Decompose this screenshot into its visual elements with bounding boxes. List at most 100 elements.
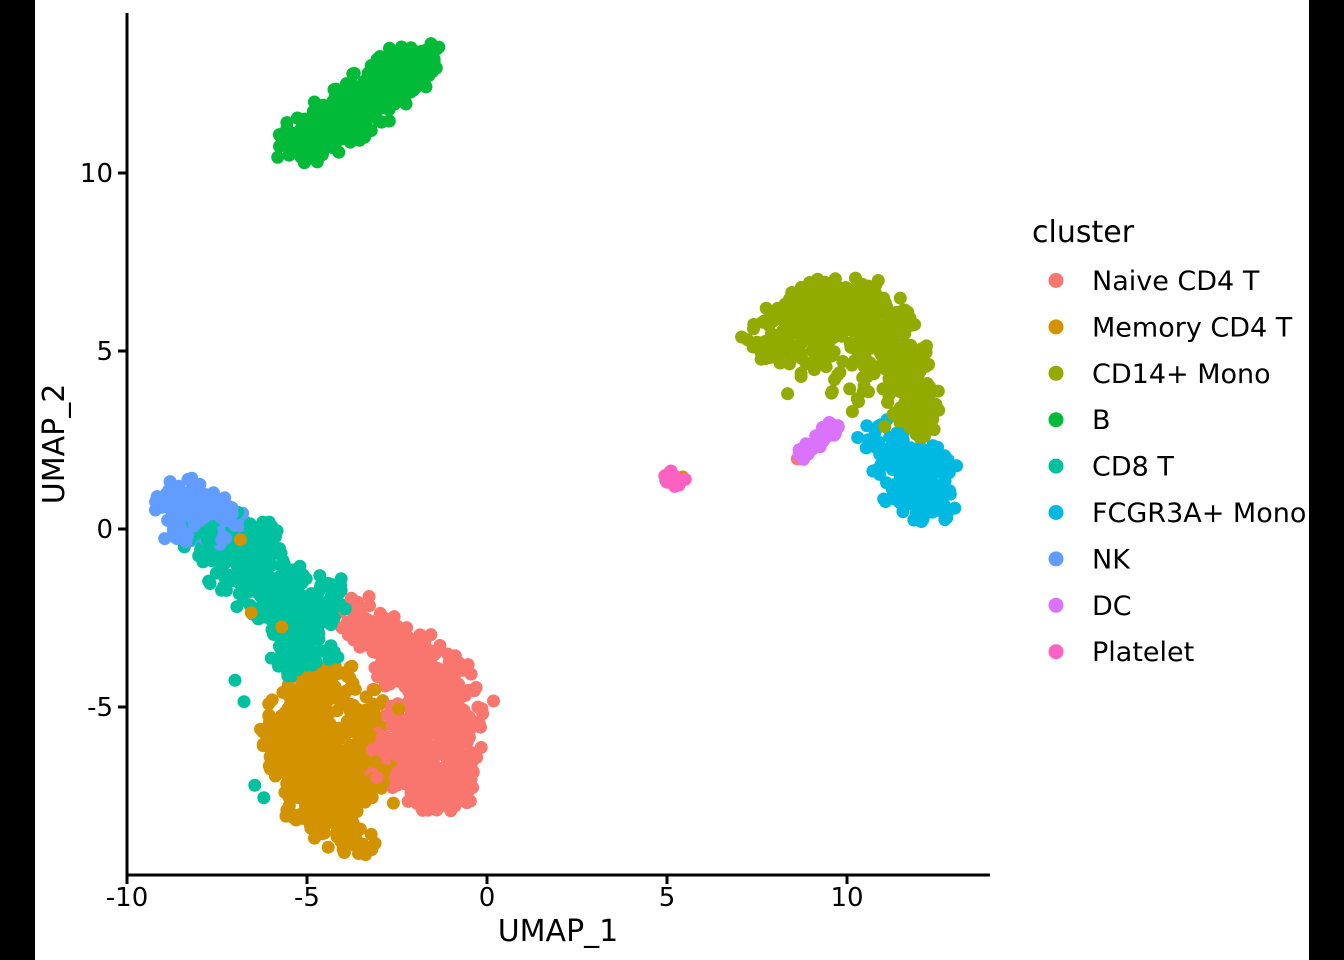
data-point bbox=[770, 350, 784, 364]
data-point bbox=[901, 492, 915, 506]
data-point bbox=[860, 419, 874, 433]
data-point bbox=[898, 457, 912, 471]
data-point bbox=[396, 714, 410, 728]
data-point bbox=[299, 114, 313, 128]
data-point bbox=[865, 316, 879, 330]
data-point bbox=[296, 139, 310, 153]
data-point bbox=[418, 53, 432, 67]
data-point bbox=[257, 791, 271, 805]
x-tick-label: -10 bbox=[106, 883, 148, 913]
scatter-points bbox=[149, 37, 964, 862]
data-point bbox=[398, 777, 412, 791]
data-point bbox=[335, 698, 349, 712]
y-tick-label: -5 bbox=[87, 693, 113, 723]
data-point bbox=[215, 553, 228, 567]
data-point bbox=[321, 840, 335, 854]
data-point bbox=[191, 484, 204, 498]
data-point bbox=[811, 428, 825, 442]
x-axis-title: UMAP_1 bbox=[498, 914, 619, 949]
data-point bbox=[893, 291, 907, 305]
data-point bbox=[223, 573, 237, 587]
data-point bbox=[828, 272, 842, 286]
data-point bbox=[868, 440, 882, 454]
data-point bbox=[862, 291, 876, 305]
data-point bbox=[322, 593, 336, 607]
data-point bbox=[334, 572, 348, 586]
data-point bbox=[192, 549, 206, 563]
legend-item-label: CD8 T bbox=[1092, 452, 1174, 483]
data-point bbox=[253, 550, 267, 564]
data-point bbox=[421, 797, 435, 811]
data-point bbox=[330, 824, 344, 838]
data-point bbox=[304, 644, 317, 658]
data-point bbox=[943, 487, 957, 501]
data-point bbox=[249, 565, 263, 579]
data-point bbox=[365, 843, 379, 857]
data-point bbox=[898, 327, 912, 341]
data-point bbox=[826, 307, 840, 321]
data-point bbox=[895, 473, 909, 487]
data-point bbox=[350, 738, 364, 752]
data-point bbox=[172, 513, 186, 526]
data-point bbox=[228, 518, 242, 532]
data-point bbox=[892, 384, 906, 398]
data-point bbox=[843, 382, 857, 396]
legend-item-label: Naive CD4 T bbox=[1092, 266, 1260, 297]
data-point bbox=[313, 149, 327, 163]
legend-item-nk: NK bbox=[1048, 544, 1131, 575]
data-point bbox=[926, 439, 940, 453]
data-point bbox=[383, 85, 397, 99]
data-point bbox=[203, 552, 217, 566]
data-point bbox=[398, 761, 412, 775]
data-point bbox=[395, 732, 409, 746]
data-point bbox=[244, 606, 258, 620]
data-point bbox=[455, 683, 469, 697]
data-point bbox=[407, 44, 420, 58]
y-axis-ticks: -5 0 5 10 bbox=[80, 159, 126, 723]
legend-key-icon bbox=[1048, 319, 1064, 335]
data-point bbox=[257, 724, 271, 738]
data-point bbox=[457, 703, 471, 717]
data-point bbox=[268, 746, 282, 760]
data-point bbox=[853, 291, 867, 305]
data-point bbox=[311, 633, 325, 647]
legend-items: Naive CD4 T Memory CD4 T CD14+ Mono B CD8 T F… bbox=[1048, 266, 1306, 668]
data-point bbox=[280, 777, 294, 791]
data-point bbox=[810, 289, 824, 303]
data-point bbox=[878, 420, 892, 433]
data-point bbox=[219, 531, 233, 545]
data-point bbox=[279, 127, 293, 141]
data-point bbox=[337, 130, 350, 143]
data-point bbox=[385, 72, 398, 86]
data-point bbox=[406, 738, 420, 752]
data-point bbox=[179, 487, 193, 501]
legend-item-label: NK bbox=[1092, 544, 1131, 575]
data-point bbox=[158, 532, 172, 546]
data-point bbox=[437, 686, 451, 700]
x-tick-label: 0 bbox=[479, 883, 496, 913]
data-point bbox=[325, 728, 339, 742]
x-tick-label: 10 bbox=[830, 883, 863, 913]
data-point bbox=[378, 59, 392, 73]
data-point bbox=[475, 702, 489, 716]
data-point bbox=[787, 346, 801, 360]
legend-item-label: FCGR3A+ Mono bbox=[1092, 498, 1306, 529]
data-point bbox=[399, 97, 413, 111]
data-point bbox=[909, 382, 923, 396]
legend-item-platelet: Platelet bbox=[1048, 637, 1194, 668]
data-point bbox=[920, 462, 934, 476]
data-point bbox=[852, 395, 865, 409]
data-point bbox=[474, 741, 488, 754]
data-point bbox=[365, 99, 379, 113]
data-point bbox=[890, 430, 904, 444]
data-point bbox=[419, 777, 433, 791]
data-point bbox=[338, 792, 352, 806]
data-point bbox=[368, 709, 382, 723]
data-point bbox=[308, 587, 322, 601]
data-point bbox=[434, 717, 448, 731]
data-point bbox=[295, 576, 309, 590]
data-point bbox=[214, 510, 228, 524]
y-axis-title: UMAP_2 bbox=[37, 384, 72, 505]
x-tick-label: 5 bbox=[659, 883, 676, 913]
data-point bbox=[259, 537, 273, 551]
